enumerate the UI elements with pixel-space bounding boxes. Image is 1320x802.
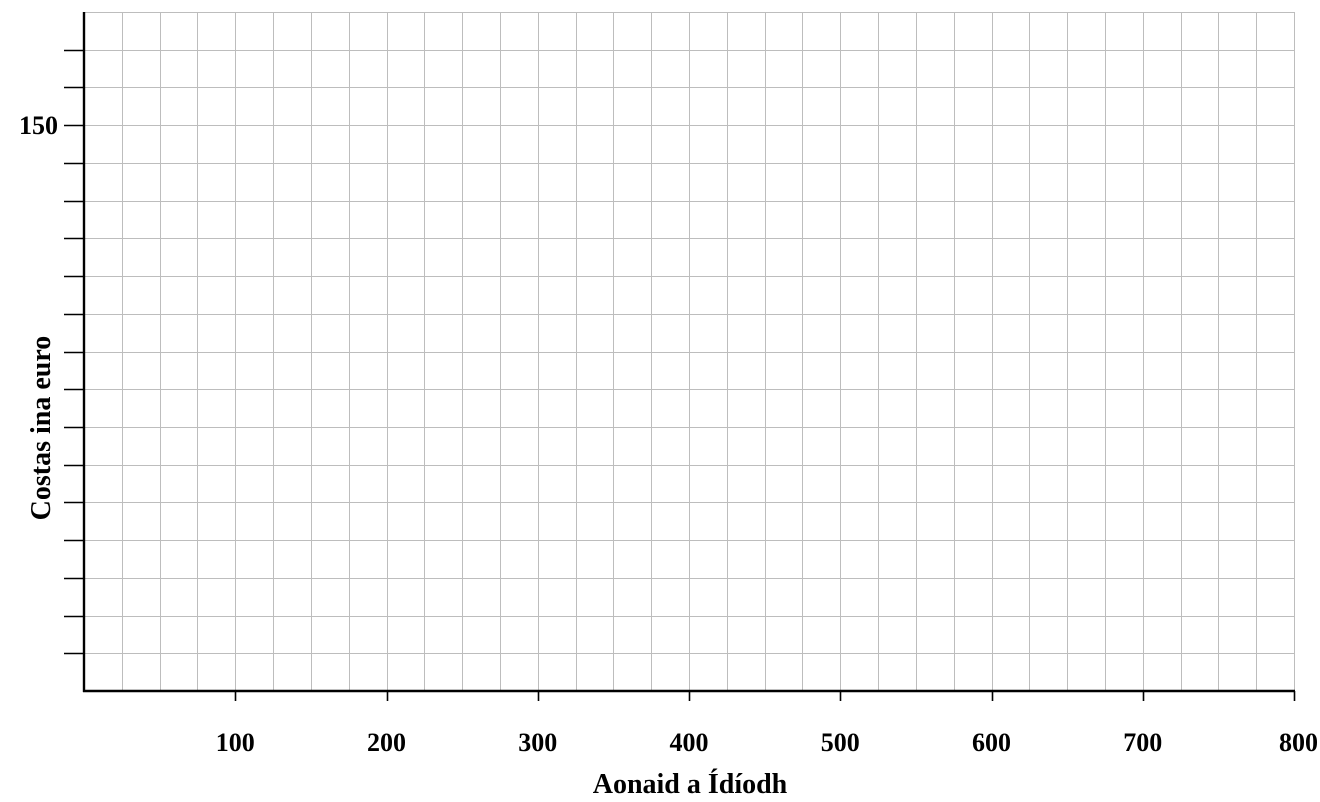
tick-marks	[64, 49, 1296, 701]
x-tick-label: 600	[972, 728, 1011, 757]
x-tick-label: 200	[367, 728, 406, 757]
x-tick-label: 500	[821, 728, 860, 757]
x-axis-title: Aonaid a Ídíodh	[593, 769, 788, 800]
y-tick-label: 150	[19, 111, 58, 140]
x-tick-label: 300	[518, 728, 557, 757]
x-tick-label: 400	[670, 728, 709, 757]
x-tick-label: 800	[1279, 728, 1318, 757]
axes	[82, 12, 1295, 693]
x-tick-label: 700	[1123, 728, 1162, 757]
x-tick-label: 100	[216, 728, 255, 757]
y-axis-title: Costas ina euro	[26, 336, 57, 521]
tick-labels: 100 200 300 400 500 600 700 800 150	[19, 111, 1318, 757]
grid	[84, 12, 1295, 691]
